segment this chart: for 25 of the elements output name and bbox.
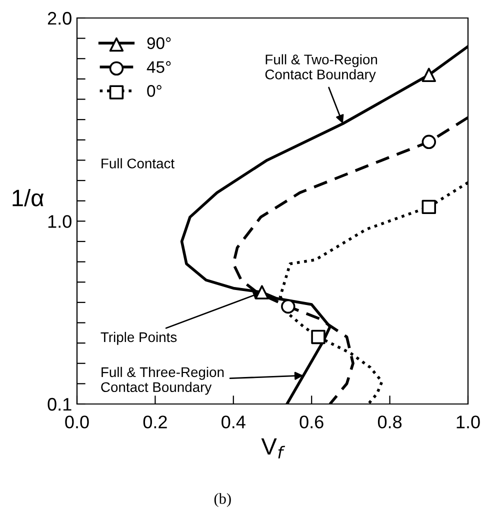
x-tick-label: 0.8 bbox=[378, 416, 402, 428]
x-tick-label: 0.0 bbox=[65, 416, 89, 428]
legend-label: 0° bbox=[147, 85, 162, 97]
y-tick-label: 0.1 bbox=[48, 398, 72, 411]
point bbox=[281, 299, 296, 314]
text: (b) bbox=[214, 493, 231, 507]
point bbox=[422, 134, 436, 150]
annotation: Full Contact bbox=[102, 158, 174, 168]
x-tick-label: 0.4 bbox=[222, 416, 246, 428]
annotation: Full & Two-Region Contact Boundary bbox=[265, 54, 378, 82]
point bbox=[254, 285, 270, 300]
x-tick-label: 0.6 bbox=[300, 416, 324, 428]
x-axis-title: V$_{f}$ bbox=[261, 438, 286, 458]
legend-label: 45° bbox=[146, 61, 171, 73]
annotation: Triple Points bbox=[100, 332, 177, 345]
point bbox=[422, 68, 436, 82]
annotation: Full & Three-Region Contact Boundary bbox=[101, 366, 224, 395]
legend-label: 90° bbox=[147, 37, 171, 50]
y-tick-label: 1.0 bbox=[48, 215, 72, 228]
x-tick-label: 0.2 bbox=[143, 416, 167, 428]
x-tick-label: 1.0 bbox=[456, 416, 480, 428]
point bbox=[311, 330, 326, 344]
y-tick-label: 2.0 bbox=[48, 12, 72, 25]
y-axis-title: 1/α bbox=[12, 188, 44, 206]
point bbox=[422, 200, 436, 214]
